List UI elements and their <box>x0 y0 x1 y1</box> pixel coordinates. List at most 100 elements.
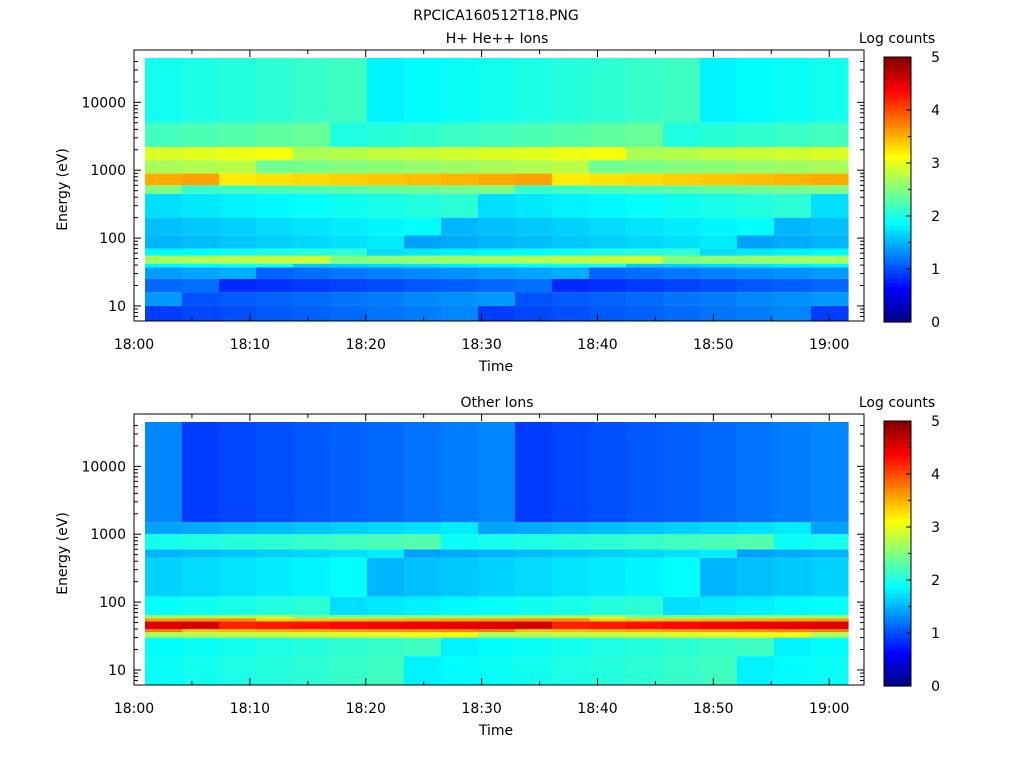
heatmap-cell <box>737 615 775 619</box>
colorbar-segment <box>884 176 911 182</box>
colorbar-segment <box>884 544 911 550</box>
heatmap-cell <box>219 185 257 194</box>
colorbar-label: Log counts <box>859 31 935 47</box>
heatmap-cell <box>441 278 479 293</box>
heatmap-cell <box>811 263 849 268</box>
colorbar-segment <box>884 513 911 519</box>
heatmap-cell <box>589 629 627 633</box>
heatmap-cell <box>441 146 479 161</box>
heatmap-cell <box>626 185 664 194</box>
colorbar-segment <box>884 167 911 173</box>
heatmap-cell <box>404 615 442 619</box>
heatmap-cell <box>626 58 664 123</box>
heatmap-cell <box>367 292 405 306</box>
heatmap-cell <box>626 255 664 264</box>
colorbar-segment <box>884 593 911 599</box>
heatmap-cell <box>478 629 516 633</box>
heatmap-cell <box>293 534 331 550</box>
heatmap-cell <box>145 305 183 321</box>
heatmap-cell <box>552 621 590 630</box>
colorbar-segment <box>884 553 911 559</box>
heatmap-cell <box>589 557 627 597</box>
heatmap-cell <box>293 248 331 256</box>
heatmap-cell <box>293 160 331 174</box>
heatmap-cell <box>552 596 590 616</box>
heatmap-cell <box>515 621 553 630</box>
heatmap-cell <box>145 185 183 194</box>
heatmap-cell <box>737 618 775 622</box>
heatmap-cell <box>219 235 257 249</box>
heatmap-cell <box>478 621 516 630</box>
colorbar-segment <box>884 518 911 524</box>
heatmap-cell <box>552 522 590 535</box>
heatmap-cell <box>293 629 331 633</box>
colorbar-tick-label: 3 <box>931 156 940 172</box>
panel-title: Other Ions <box>460 395 533 411</box>
heatmap-cell <box>552 263 590 268</box>
colorbar-segment <box>884 118 911 124</box>
heatmap-cell <box>700 235 738 249</box>
heatmap-cell <box>663 263 701 268</box>
heatmap-cell <box>589 632 627 638</box>
heatmap-cell <box>367 122 405 147</box>
heatmap-cell <box>330 248 368 256</box>
heatmap-cell <box>700 248 738 256</box>
colorbar-segment <box>884 304 911 310</box>
heatmap-cell <box>478 248 516 256</box>
heatmap-cell <box>737 58 775 123</box>
heatmap-cell <box>293 193 331 218</box>
heatmap-cell <box>441 255 479 264</box>
colorbar-segment <box>884 140 911 146</box>
heatmap-cell <box>811 146 849 161</box>
heatmap-cell <box>293 185 331 194</box>
heatmap-cell <box>811 292 849 306</box>
colorbar-segment <box>884 229 911 235</box>
heatmap-cell <box>293 278 331 293</box>
colorbar-segment <box>884 580 911 586</box>
heatmap-cell <box>256 146 294 161</box>
heatmap-cell <box>367 267 405 279</box>
colorbar-tick-label: 4 <box>931 467 940 483</box>
heatmap-cell <box>774 422 812 523</box>
heatmap-cell <box>330 193 368 218</box>
heatmap-cell <box>441 618 479 622</box>
colorbar-segment <box>884 549 911 555</box>
colorbar-tick-label: 0 <box>931 315 940 331</box>
heatmap-cell <box>700 557 738 597</box>
heatmap-cell <box>145 193 183 218</box>
heatmap-cell <box>219 278 257 293</box>
heatmap-cell <box>330 534 368 550</box>
heatmap-cell <box>811 255 849 264</box>
heatmap-cell <box>774 549 812 558</box>
heatmap-cell <box>441 173 479 186</box>
heatmap-cell <box>330 160 368 174</box>
colorbar-segment <box>884 540 911 546</box>
heatmap-cell <box>441 637 479 657</box>
x-tick-label: 19:00 <box>809 701 849 717</box>
heatmap-cell <box>663 596 701 616</box>
heatmap-cell <box>663 549 701 558</box>
heatmap-cell <box>515 656 553 685</box>
colorbar-segment <box>884 443 911 449</box>
colorbar-segment <box>884 504 911 510</box>
heatmap-cell <box>700 292 738 306</box>
colorbar-segment <box>884 425 911 431</box>
heatmap-cell <box>367 534 405 550</box>
heatmap-cell <box>145 629 183 633</box>
heatmap-cell <box>367 173 405 186</box>
heatmap-cell <box>589 122 627 147</box>
heatmap-cell <box>293 637 331 657</box>
colorbar-segment <box>884 451 911 457</box>
heatmap-cell <box>552 618 590 622</box>
heatmap-cell <box>663 267 701 279</box>
heatmap-cell <box>737 292 775 306</box>
heatmap-cell <box>626 292 664 306</box>
heatmap-cell <box>700 217 738 236</box>
heatmap-cell <box>404 267 442 279</box>
heatmap-cell <box>404 596 442 616</box>
heatmap-cell <box>774 267 812 279</box>
heatmap-cell <box>441 621 479 630</box>
x-tick-label: 19:00 <box>809 337 849 353</box>
heatmap-cell <box>404 549 442 558</box>
heatmap-cell <box>441 534 479 550</box>
